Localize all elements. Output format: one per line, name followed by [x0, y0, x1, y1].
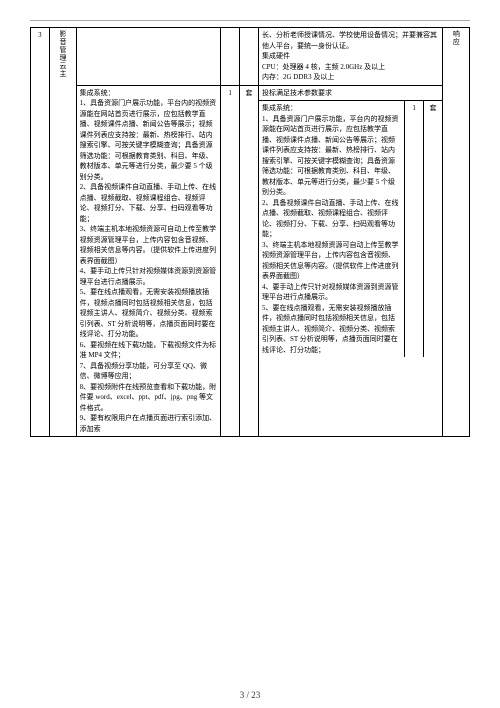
- nested-unit: 套: [424, 101, 443, 358]
- requirement-cell: 投标满足技术参数要求 集成系统： 1、具备资源门户展示功能，平台内的视频资源能在…: [258, 85, 442, 437]
- spacer-cell: [221, 28, 240, 86]
- qty-cell: 1: [221, 85, 240, 437]
- req-header: 投标满足技术参数要求: [259, 86, 442, 101]
- nested-header-row: 投标满足技术参数要求: [259, 86, 442, 101]
- prev-right-block: 长、分析老师授课情况、学校使用设备情况；并要兼容其他人平台，要统一身份认证。 集…: [258, 28, 442, 86]
- spacer-cell: [76, 28, 221, 86]
- table-row: 3 影音管理云主 长、分析老师授课情况、学校使用设备情况；并要兼容其他人平台，要…: [31, 28, 470, 86]
- nested-table: 投标满足技术参数要求 集成系统： 1、具备资源门户展示功能，平台内的视频资源能在…: [259, 86, 442, 358]
- name-cell: 影音管理云主: [49, 28, 76, 437]
- nested-body-row: 集成系统： 1、具备资源门户展示功能，平台内的视频资源能在网站首页进行展示，应包…: [259, 101, 442, 358]
- spacer-cell: [240, 28, 259, 86]
- response-text: 响应: [451, 30, 462, 46]
- response-cell: 响应: [443, 28, 470, 437]
- spec-table: 3 影音管理云主 长、分析老师授课情况、学校使用设备情况；并要兼容其他人平台，要…: [30, 27, 470, 437]
- spec-text: 集成系统： 1、具备资源门户展示功能，平台内的视频资源能在网站首页进行展示，应包…: [76, 85, 221, 437]
- page-divider: [30, 20, 470, 21]
- nested-spec: 集成系统： 1、具备资源门户展示功能，平台内的视频资源能在网站首页进行展示，应包…: [259, 101, 405, 358]
- unit-cell: 套: [240, 85, 259, 437]
- item-name: 影音管理云主: [57, 30, 68, 78]
- page-footer: 3 / 23: [0, 690, 500, 700]
- nested-qty: 1: [405, 101, 424, 358]
- table-row: 集成系统： 1、具备资源门户展示功能，平台内的视频资源能在网站首页进行展示，应包…: [31, 85, 470, 437]
- index-cell: 3: [31, 28, 50, 437]
